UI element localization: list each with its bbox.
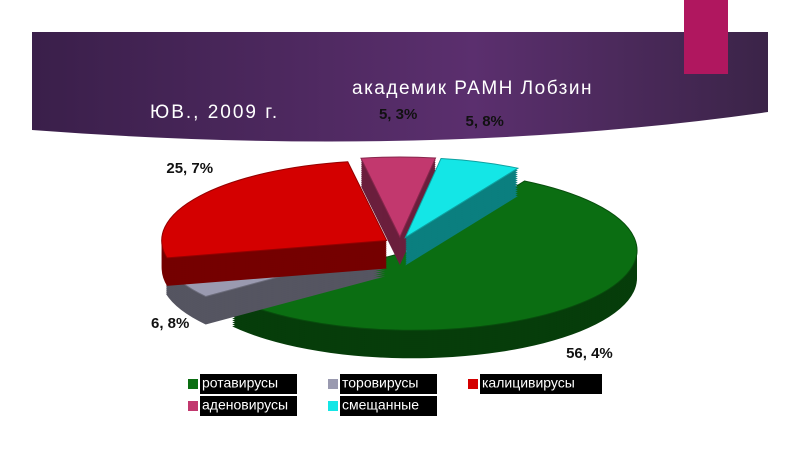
legend-label: калицивирусы [482, 375, 575, 391]
legend-label-bg [340, 374, 437, 394]
slice [404, 157, 520, 239]
title-line: академик РАМН Лобзин [352, 78, 593, 99]
data-label: 5, 3% [379, 106, 417, 123]
legend-swatch [188, 401, 198, 411]
title-line: ЮВ., 2009 г. [150, 102, 279, 123]
data-label: 25, 7% [166, 160, 213, 177]
legend-label: ротавирусы [202, 375, 278, 391]
legend-label: смещанные [342, 397, 419, 413]
legend-label-bg [480, 374, 602, 394]
slice [360, 156, 437, 239]
legend-label-bg [200, 374, 297, 394]
legend: ротавирусы торовирусы калицивирусы аденовир… [188, 374, 602, 416]
slice [230, 180, 638, 331]
legend-swatch [328, 379, 338, 389]
legend-label: торовирусы [342, 375, 418, 391]
pie: 56, 4% 6, 8% 25, 7% 5, 3% 5, 8% [151, 106, 638, 362]
legend-label-bg [340, 396, 437, 416]
data-label: 56, 4% [566, 345, 613, 362]
slice [161, 161, 388, 259]
legend-swatch [328, 401, 338, 411]
title-banner [32, 32, 768, 142]
legend-swatch [468, 379, 478, 389]
legend-label: аденовирусы [202, 397, 288, 413]
legend-swatch [188, 379, 198, 389]
legend-label-bg [200, 396, 297, 416]
data-label: 5, 8% [466, 113, 504, 130]
data-label: 6, 8% [151, 315, 189, 332]
accent-block [684, 0, 728, 74]
